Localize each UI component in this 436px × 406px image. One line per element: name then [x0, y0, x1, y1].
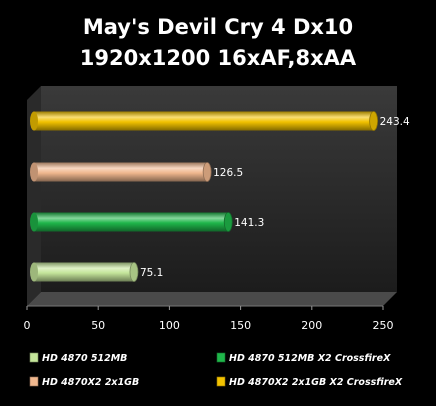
legend-label: HD 4870X2 2x1GB [42, 377, 139, 388]
legend-label: HD 4870X2 2x1GB X2 CrossfireX [229, 377, 403, 388]
bar-group: 126.5 [30, 162, 243, 182]
legend-label: HD 4870 512MB X2 CrossfireX [229, 353, 391, 364]
plot-floor [27, 292, 397, 306]
plot-side-wall [27, 86, 41, 306]
legend-item: HD 4870 512MB X2 CrossfireX [216, 352, 391, 364]
x-tick-label: 0 [24, 319, 31, 332]
plot-back-wall [41, 86, 397, 292]
bar-group: 141.3 [30, 212, 264, 232]
bar-group: 243.4 [30, 111, 410, 131]
bar [34, 262, 134, 282]
legend-swatch [216, 376, 226, 387]
x-tick-label: 150 [230, 319, 251, 332]
bar-start-cap [30, 111, 38, 131]
bar-value-label: 141.3 [234, 217, 264, 229]
bar-end-cap [202, 162, 212, 182]
bar-value-label: 75.1 [140, 267, 163, 279]
bar-group: 75.1 [30, 262, 163, 282]
bar [34, 111, 374, 131]
legend-swatch [29, 352, 39, 363]
x-tick-label: 250 [373, 319, 394, 332]
x-tick-label: 50 [91, 319, 105, 332]
bar-end-cap [129, 262, 139, 282]
legend-label: HD 4870 512MB [42, 353, 127, 364]
bar-value-label: 243.4 [380, 116, 410, 128]
bar-value-label: 126.5 [213, 167, 243, 179]
x-tick-label: 100 [159, 319, 180, 332]
bar-start-cap [30, 162, 38, 182]
chart-title-line-1: May's Devil Cry 4 Dx10 [83, 15, 353, 39]
legend-swatch [216, 352, 226, 363]
chart-title-line-2: 1920x1200 16xAF,8xAA [80, 46, 357, 70]
bar [34, 162, 208, 182]
bar [34, 212, 229, 232]
bar-start-cap [30, 262, 38, 282]
legend-item: HD 4870X2 2x1GB [29, 376, 139, 388]
bar-end-cap [369, 111, 379, 131]
legend-item: HD 4870X2 2x1GB X2 CrossfireX [216, 376, 403, 388]
legend-item: HD 4870 512MB [29, 352, 127, 364]
legend-swatch [29, 376, 39, 387]
bar-end-cap [223, 212, 233, 232]
x-tick-label: 200 [301, 319, 322, 332]
bar-start-cap [30, 212, 38, 232]
